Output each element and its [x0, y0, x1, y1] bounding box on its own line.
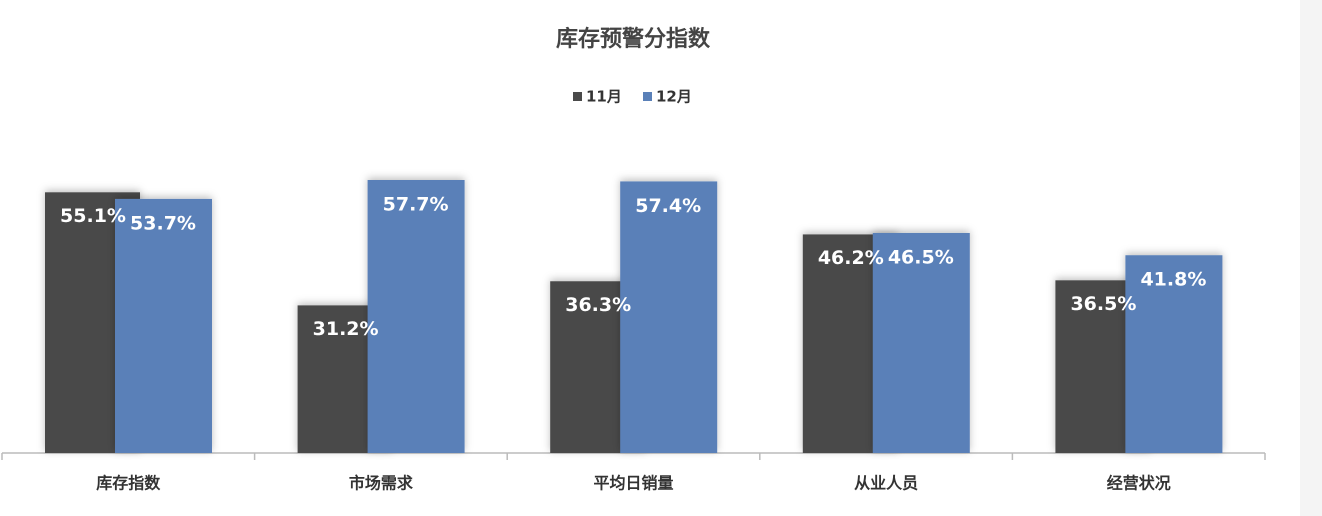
bar: [872, 232, 970, 453]
side-strip: [1300, 0, 1322, 516]
data-label: 41.8%: [1140, 269, 1206, 291]
legend-label: 11月: [586, 88, 622, 106]
x-tick-label: 平均日销量: [593, 474, 673, 493]
x-tick-label: 市场需求: [349, 474, 414, 493]
chart-title: 库存预警分指数: [556, 26, 711, 52]
data-label: 57.4%: [635, 195, 701, 217]
data-label: 55.1%: [60, 205, 126, 227]
legend-label: 12月: [656, 88, 692, 106]
legend-swatch: [643, 92, 652, 101]
data-label: 46.2%: [818, 247, 884, 269]
x-tick-label: 经营状况: [1107, 474, 1171, 493]
data-label: 31.2%: [313, 318, 379, 340]
data-label: 57.7%: [383, 194, 449, 216]
data-label: 36.5%: [1070, 293, 1136, 315]
x-tick-label: 从业人员: [854, 474, 918, 493]
bar: [620, 181, 718, 453]
bar: [367, 180, 465, 453]
bar: [115, 198, 212, 453]
data-label: 46.5%: [888, 246, 954, 268]
legend-swatch: [573, 92, 582, 101]
bar: [1125, 255, 1223, 453]
data-label: 53.7%: [130, 212, 196, 234]
data-label: 36.3%: [565, 294, 631, 316]
x-tick-label: 库存指数: [96, 474, 161, 493]
